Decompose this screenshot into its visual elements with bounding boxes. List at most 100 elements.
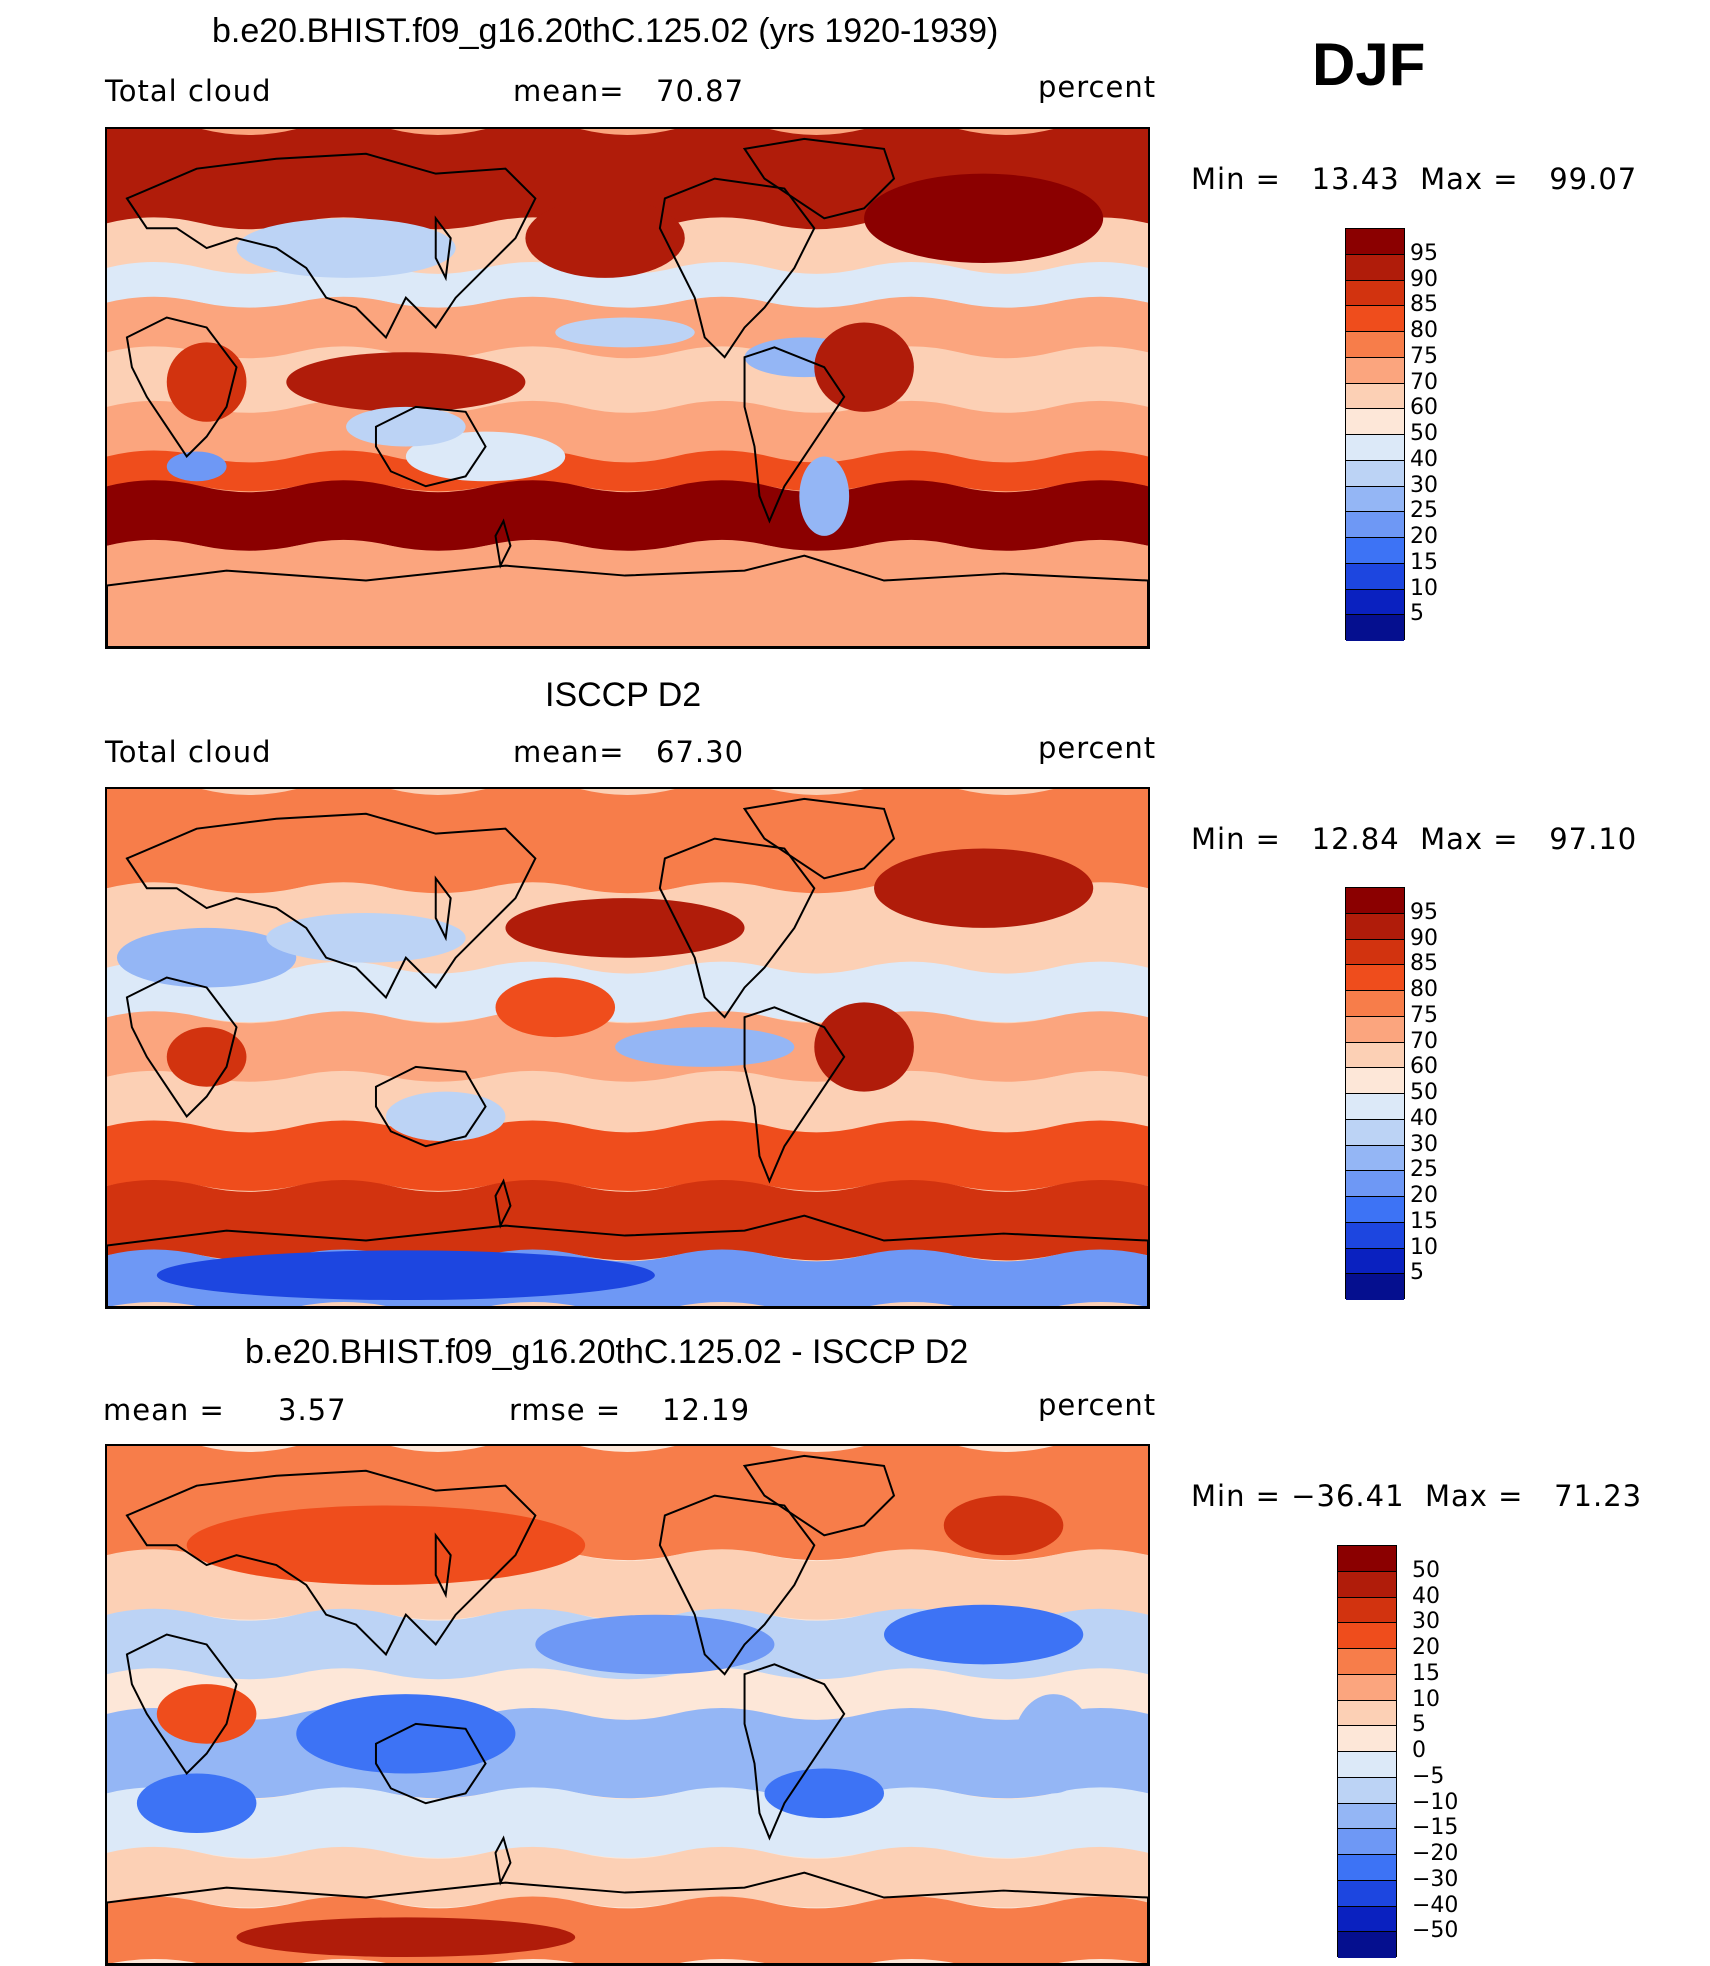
season-label: DJF xyxy=(1312,31,1426,98)
panel-2-colorbar xyxy=(1345,887,1405,1300)
coastline xyxy=(434,1532,452,1599)
colorbar-tick-label: 0 xyxy=(1412,1738,1426,1763)
colorbar-tick-label: −15 xyxy=(1412,1815,1459,1841)
panel-1-minmax: Min = 13.43 Max = 99.07 xyxy=(1191,162,1638,196)
panel-1-mean-label: mean= xyxy=(513,74,625,108)
field-blob xyxy=(814,322,914,412)
colorbar-swatch xyxy=(1338,1726,1396,1752)
field-blob xyxy=(116,927,297,988)
colorbar-swatch xyxy=(1338,1906,1396,1933)
colorbar-swatch xyxy=(1338,1597,1396,1624)
colorbar-swatch xyxy=(1346,1119,1404,1146)
panel-2-variable-label: Total cloud xyxy=(105,735,272,769)
colorbar-tick-label: 85 xyxy=(1410,292,1438,318)
colorbar-swatch xyxy=(1346,939,1404,966)
coastline xyxy=(374,1065,487,1148)
colorbar-swatch xyxy=(1346,1248,1404,1275)
colorbar-swatch xyxy=(1338,1777,1396,1804)
coastline xyxy=(434,875,452,942)
panel-2-title: ISCCP D2 xyxy=(545,676,702,714)
panel-1-mean-value: 70.87 xyxy=(656,74,745,108)
field-blob xyxy=(166,451,227,482)
panel-3-units: percent xyxy=(1038,1388,1157,1422)
colorbar-swatch xyxy=(1346,332,1404,358)
field-band xyxy=(107,1846,1148,1908)
field-blob xyxy=(236,1917,576,1958)
colorbar-swatch xyxy=(1338,1623,1396,1649)
field-blob xyxy=(266,913,466,963)
colorbar-tick-label: 10 xyxy=(1410,1234,1438,1260)
colorbar-tick-label: 95 xyxy=(1410,240,1438,266)
panel-3-mean-value: 3.57 xyxy=(278,1393,347,1427)
panel-2-units: percent xyxy=(1038,731,1157,765)
colorbar-tick-label: 20 xyxy=(1410,1183,1438,1208)
colorbar-swatch xyxy=(1338,1855,1396,1881)
colorbar-tick-label: −20 xyxy=(1412,1841,1459,1866)
field-band xyxy=(107,1707,1148,1799)
field-blob xyxy=(236,218,456,278)
colorbar-swatch xyxy=(1346,589,1404,616)
coastline xyxy=(743,1006,846,1184)
colorbar-tick-label: 90 xyxy=(1410,925,1438,951)
colorbar-swatch xyxy=(1346,1222,1404,1249)
coastline xyxy=(125,976,238,1119)
colorbar-swatch xyxy=(1346,1094,1404,1120)
field-blob xyxy=(136,1773,257,1834)
field-blob xyxy=(555,317,695,348)
map-field xyxy=(107,789,1148,1307)
colorbar-tick-label: −40 xyxy=(1412,1892,1459,1918)
colorbar-swatch xyxy=(1346,1145,1404,1172)
panel-2-minmax: Min = 12.84 Max = 97.10 xyxy=(1191,822,1638,856)
colorbar-tick-label: −50 xyxy=(1412,1918,1459,1944)
field-blob xyxy=(615,1027,795,1067)
coastline xyxy=(494,518,512,569)
colorbar-swatch xyxy=(1346,229,1404,255)
colorbar-swatch xyxy=(1346,1068,1404,1094)
colorbar-swatch xyxy=(1338,1649,1396,1675)
coastline xyxy=(658,177,816,359)
field-blob xyxy=(525,198,685,278)
colorbar-tick-label: 70 xyxy=(1410,1028,1438,1054)
field-blob xyxy=(764,1768,885,1819)
field-blob xyxy=(884,1604,1084,1665)
coastline xyxy=(494,1835,512,1886)
field-band xyxy=(107,961,1148,1023)
colorbar-swatch xyxy=(1346,254,1404,281)
coastline xyxy=(125,1633,238,1776)
coastline xyxy=(125,1469,537,1657)
panel-3-title: b.e20.BHIST.f09_g16.20thC.125.02 - ISCCP… xyxy=(245,1333,969,1371)
field-blob xyxy=(535,1614,775,1675)
colorbar-tick-label: 30 xyxy=(1410,472,1438,498)
field-band xyxy=(107,450,1148,492)
colorbar-tick-label: 10 xyxy=(1412,1686,1440,1712)
colorbar-tick-label: 40 xyxy=(1412,1583,1440,1609)
colorbar-tick-label: 85 xyxy=(1410,951,1438,977)
field-band xyxy=(107,1120,1148,1191)
panel-3-rmse-value: 12.19 xyxy=(662,1393,751,1427)
field-band xyxy=(107,1787,1148,1858)
field-blob xyxy=(874,848,1094,928)
colorbar-tick-label: 15 xyxy=(1410,1208,1438,1234)
field-blob xyxy=(799,456,850,536)
colorbar-tick-label: 5 xyxy=(1410,1260,1424,1286)
field-blob xyxy=(156,1684,257,1744)
colorbar-tick-label: −5 xyxy=(1412,1763,1445,1789)
colorbar-tick-label: 40 xyxy=(1410,446,1438,472)
colorbar-swatch xyxy=(1346,383,1404,410)
field-blob xyxy=(286,352,526,412)
colorbar-swatch xyxy=(1346,460,1404,487)
colorbar-tick-label: 40 xyxy=(1410,1105,1438,1131)
panel-3-map xyxy=(105,1444,1150,1966)
field-band xyxy=(107,539,1148,647)
coastline xyxy=(658,1494,816,1676)
colorbar-tick-label: 75 xyxy=(1410,343,1438,369)
colorbar-tick-label: 60 xyxy=(1410,1054,1438,1080)
coastline xyxy=(742,137,896,220)
field-blob xyxy=(166,1027,247,1087)
colorbar-tick-label: 30 xyxy=(1410,1131,1438,1157)
colorbar-swatch xyxy=(1338,1546,1396,1572)
colorbar-swatch xyxy=(1338,1752,1396,1778)
panel-1-colorbar xyxy=(1345,228,1405,641)
colorbar-swatch xyxy=(1346,1042,1404,1069)
colorbar-swatch xyxy=(1346,1274,1404,1300)
